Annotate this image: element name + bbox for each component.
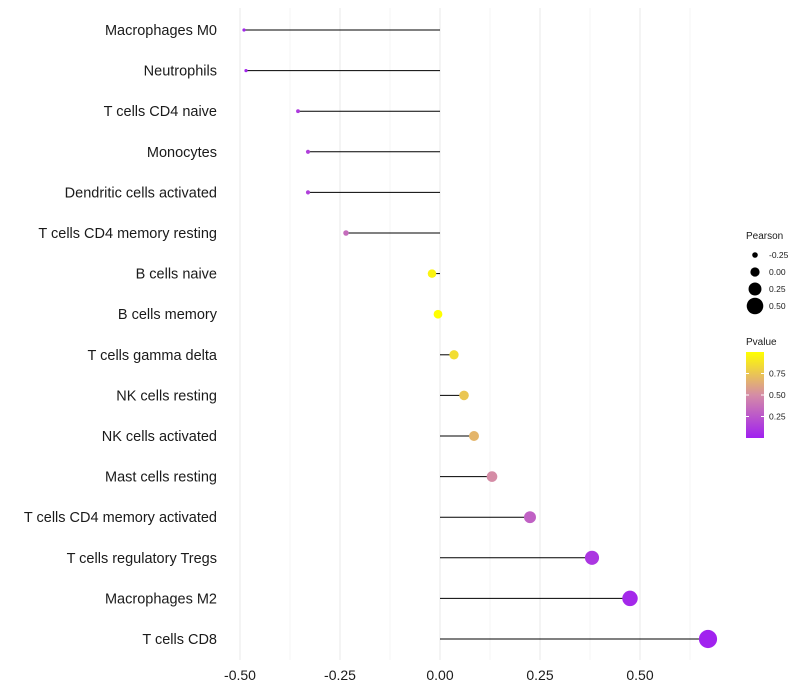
size-legend-dot — [748, 282, 762, 296]
category-label: T cells regulatory Tregs — [67, 551, 217, 567]
category-label: Dendritic cells activated — [65, 185, 217, 201]
points — [242, 28, 718, 649]
data-point — [584, 550, 600, 565]
color-legend-title: Pvalue — [746, 337, 777, 348]
data-point — [427, 269, 437, 278]
data-point — [486, 471, 498, 482]
category-label: B cells naive — [136, 267, 217, 283]
data-point — [296, 109, 300, 114]
stems — [244, 29, 708, 640]
category-label: Mast cells resting — [105, 470, 217, 486]
color-legend-label: 0.75 — [769, 369, 786, 379]
category-label: T cells CD4 naive — [104, 104, 217, 120]
category-label: T cells gamma delta — [88, 348, 218, 364]
category-label: Neutrophils — [144, 64, 217, 80]
category-labels: Macrophages M0 Neutrophils T cells CD4 nai… — [24, 23, 218, 648]
color-legend-label: 0.50 — [769, 390, 786, 400]
data-point — [469, 431, 479, 441]
data-point — [449, 350, 459, 360]
category-label: NK cells resting — [116, 388, 217, 404]
category-label: NK cells activated — [102, 429, 217, 445]
category-label: B cells memory — [118, 307, 218, 323]
data-point — [305, 149, 311, 154]
data-point — [244, 69, 248, 73]
data-point — [305, 190, 311, 195]
size-legend-dot — [750, 267, 760, 277]
size-legend-label: -0.25 — [769, 250, 789, 260]
x-axis-ticks: -0.50 -0.25 0.00 0.25 0.50 — [224, 667, 654, 683]
data-point — [343, 230, 349, 236]
data-point — [698, 629, 718, 649]
category-label: Monocytes — [147, 145, 217, 161]
category-label: Macrophages M2 — [105, 591, 217, 607]
size-legend-label: 0.50 — [769, 301, 786, 311]
data-point — [524, 511, 536, 524]
x-tick-label: 0.25 — [526, 667, 553, 683]
data-point — [622, 590, 638, 607]
size-legend-label: 0.25 — [769, 284, 786, 294]
category-label: T cells CD8 — [142, 632, 217, 648]
size-legend-dot — [746, 297, 764, 315]
x-tick-label: -0.50 — [224, 667, 256, 683]
color-legend-label: 0.25 — [769, 412, 786, 422]
category-label: T cells CD4 memory activated — [24, 510, 217, 526]
category-label: Macrophages M0 — [105, 23, 217, 39]
color-legend-bar — [746, 352, 764, 438]
size-legend-dot — [752, 252, 758, 258]
x-tick-label: 0.50 — [626, 667, 653, 683]
size-legend-title: Pearson — [746, 231, 783, 242]
data-point — [433, 309, 443, 319]
color-legend: Pvalue 0.25 0.50 0.75 — [746, 337, 786, 438]
x-tick-label: 0.00 — [426, 667, 453, 683]
size-legend: Pearson -0.25 0.00 0.25 0.50 — [746, 231, 789, 315]
size-legend-label: 0.00 — [769, 267, 786, 277]
x-tick-label: -0.25 — [324, 667, 356, 683]
grid — [239, 8, 691, 660]
category-label: T cells CD4 memory resting — [38, 226, 217, 242]
data-point — [459, 390, 469, 401]
data-point — [242, 28, 246, 32]
